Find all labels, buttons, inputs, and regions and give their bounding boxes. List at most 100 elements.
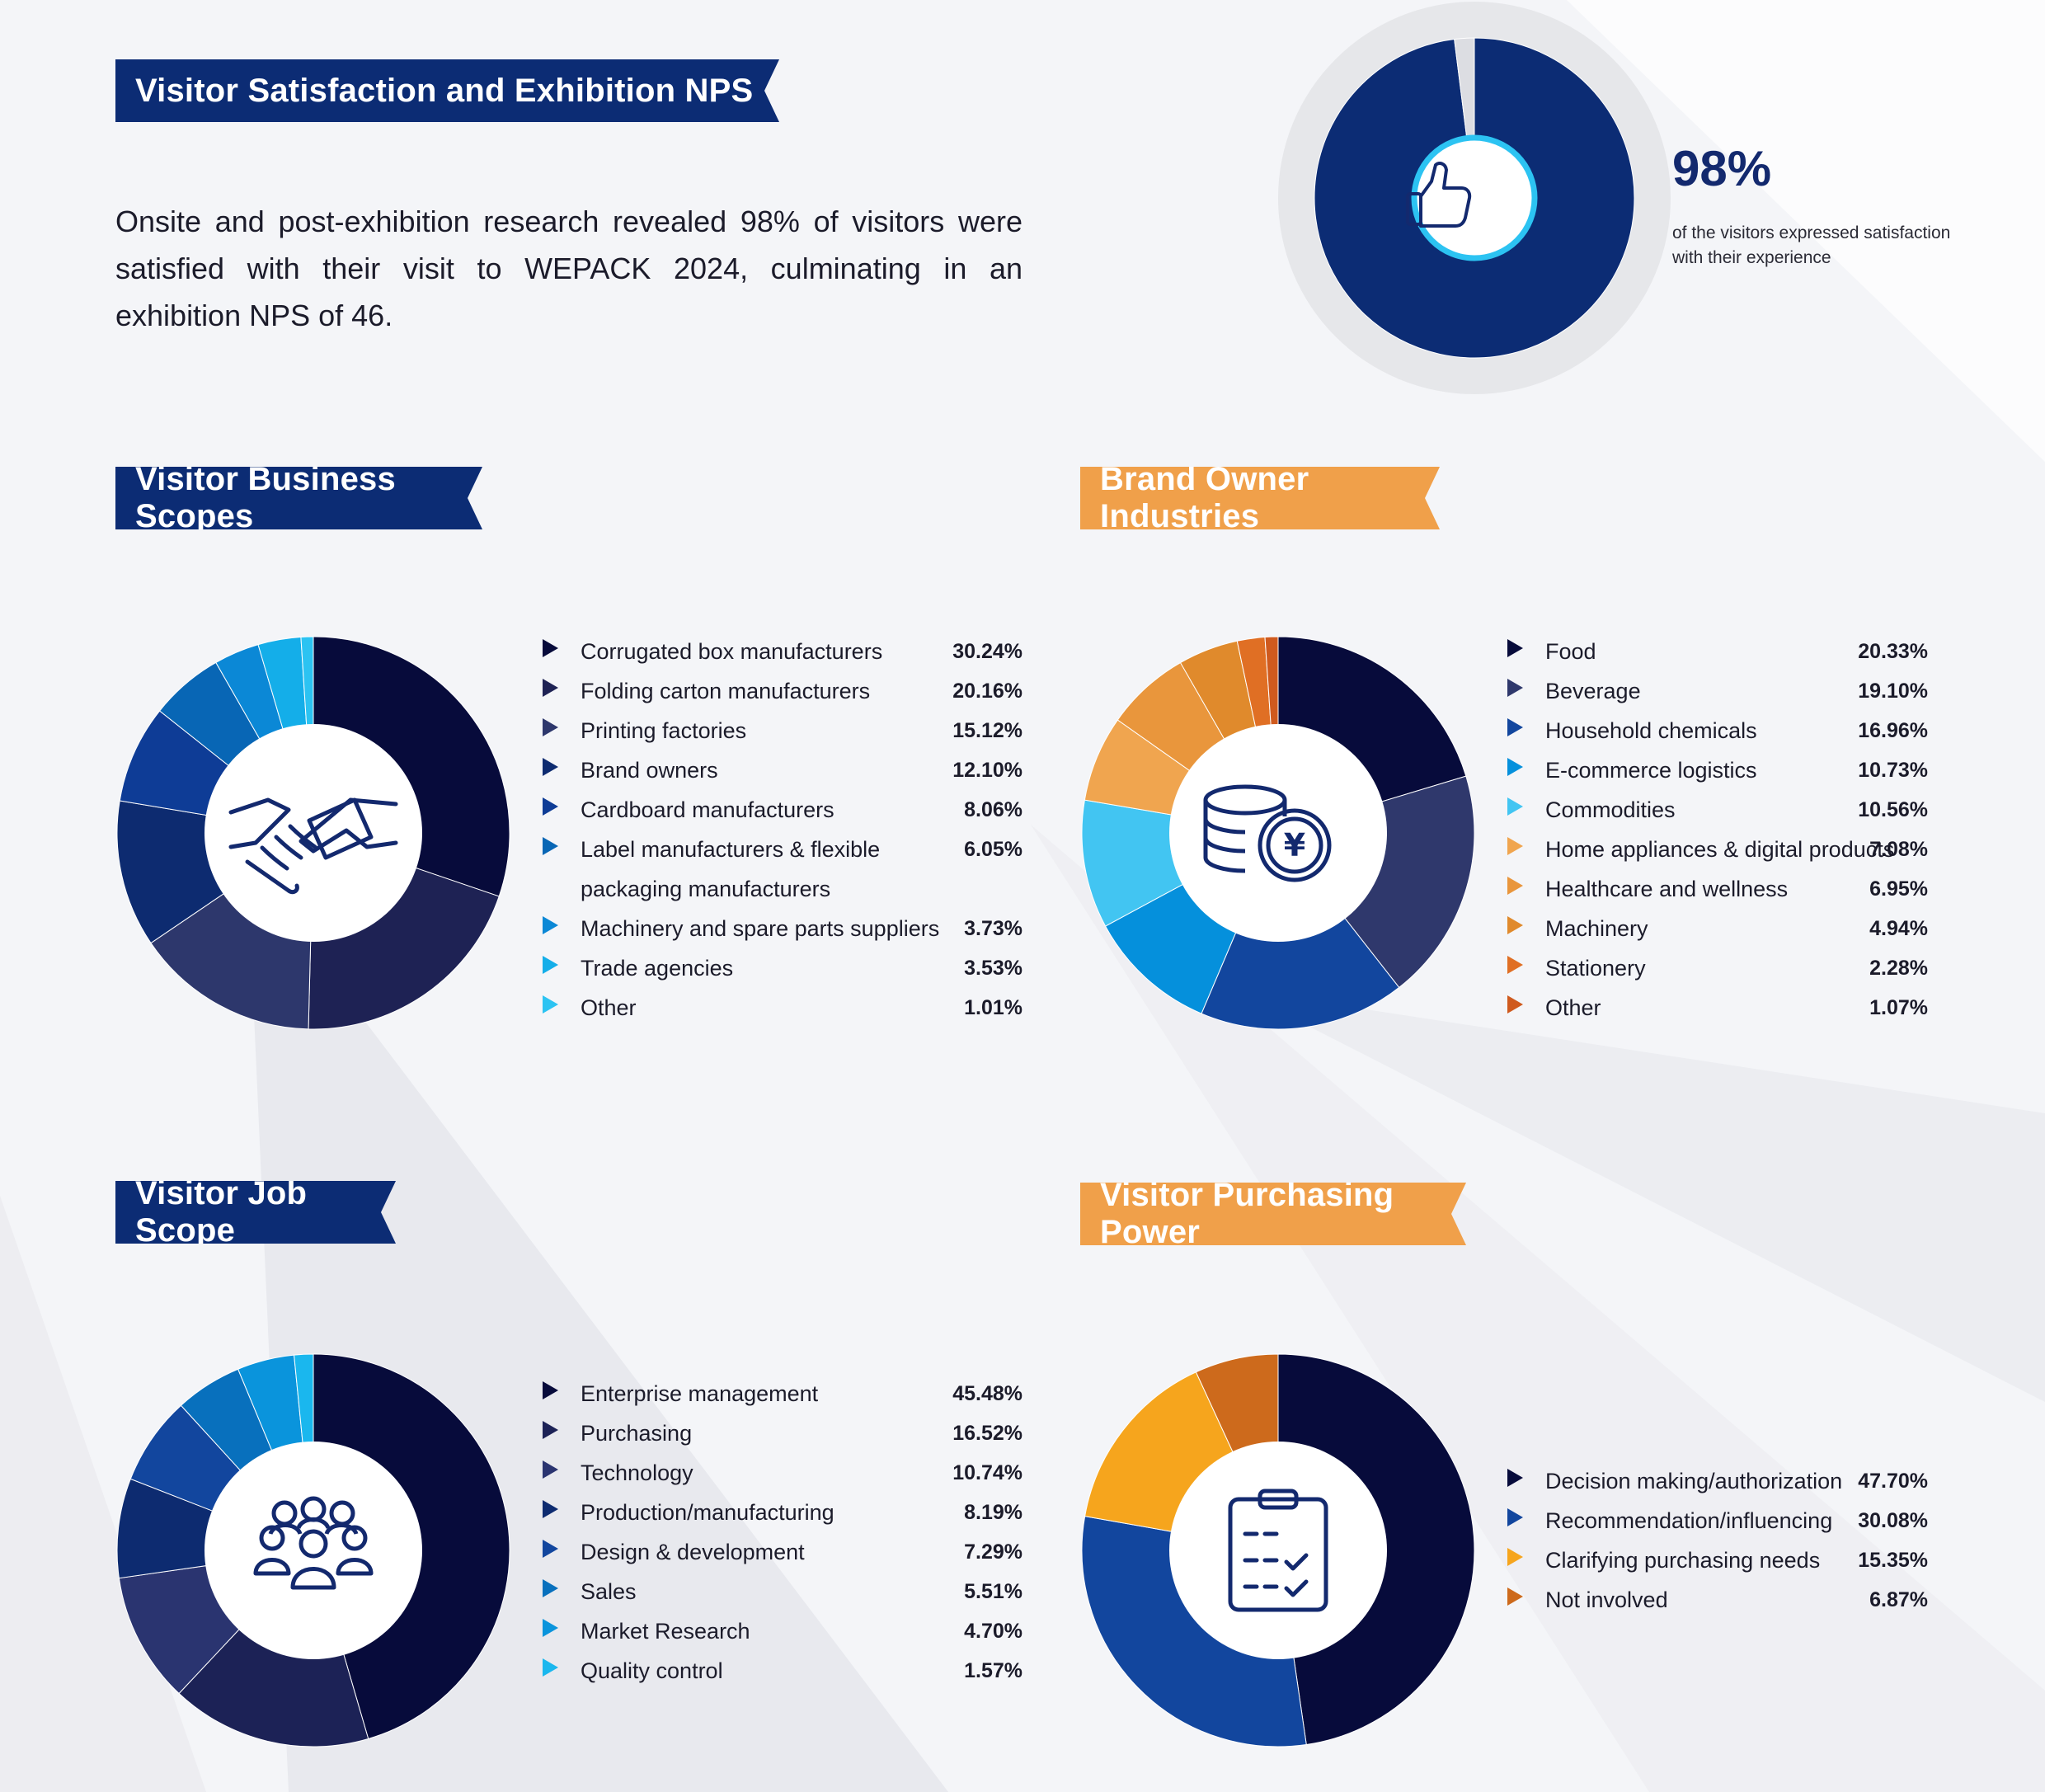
business-scopes-legend-item: Cardboard manufacturers 8.06% bbox=[543, 790, 1022, 830]
job-scope-legend-value: 16.52% bbox=[952, 1422, 1022, 1445]
brand-industries-title: Brand Owner Industries bbox=[1100, 461, 1309, 534]
brand-industries-legend-item: Stationery 2.28% bbox=[1507, 948, 1928, 988]
nps-percent: 98% bbox=[1672, 141, 1772, 196]
job-scope-legend-item: Sales 5.51% bbox=[543, 1572, 1022, 1611]
business-scopes-legend-value: 6.05% bbox=[964, 838, 1022, 861]
purchasing-power-title: Visitor Purchasing Power bbox=[1100, 1177, 1394, 1250]
job-scope-legend-item: Enterprise management 45.48% bbox=[543, 1374, 1022, 1413]
job-scope-legend-marker bbox=[543, 1579, 558, 1597]
business-scopes-legend-label: Label manufacturers & flexible packaging… bbox=[581, 837, 881, 901]
yuan-symbol: ¥ bbox=[1284, 827, 1305, 863]
purchasing-power-legend-item: Recommendation/influencing 30.08% bbox=[1507, 1501, 1928, 1540]
brand-industries-title-banner: Brand Owner Industries bbox=[1080, 467, 1440, 529]
brand-industries-legend-marker bbox=[1507, 877, 1523, 895]
job-scope-legend-marker bbox=[543, 1658, 558, 1677]
brand-industries-legend-marker bbox=[1507, 718, 1523, 736]
job-scope-legend-label: Technology bbox=[581, 1460, 693, 1485]
job-scope-legend: Enterprise management 45.48% Purchasing 16.… bbox=[543, 1374, 1022, 1691]
purchasing-power-legend-marker bbox=[1507, 1548, 1523, 1566]
purchasing-power-donut-hole bbox=[1169, 1442, 1387, 1659]
brand-industries-legend-marker bbox=[1507, 758, 1523, 776]
job-scope-legend-label: Quality control bbox=[581, 1658, 723, 1683]
people-group-icon bbox=[253, 1496, 374, 1590]
brand-industries-legend-value: 10.56% bbox=[1858, 798, 1928, 821]
business-scopes-legend-value: 30.24% bbox=[952, 640, 1022, 663]
business-scopes-legend-marker bbox=[543, 679, 558, 697]
business-scopes-legend-item: Brand owners 12.10% bbox=[543, 750, 1022, 790]
brand-industries-legend-value: 2.28% bbox=[1869, 957, 1928, 980]
nps-donut-chart bbox=[1278, 2, 1671, 394]
purchasing-power-legend-label: Clarifying purchasing needs bbox=[1545, 1548, 1821, 1573]
job-scope-legend-label: Enterprise management bbox=[581, 1381, 819, 1406]
business-scopes-legend: Corrugated box manufacturers 30.24% Foldin… bbox=[543, 632, 1022, 1028]
brand-industries-legend-label: Other bbox=[1545, 995, 1601, 1020]
job-scope-legend-value: 1.57% bbox=[964, 1659, 1022, 1682]
business-scopes-legend-item: Other 1.01% bbox=[543, 988, 1022, 1028]
job-scope-legend-value: 5.51% bbox=[964, 1580, 1022, 1603]
job-scope-legend-value: 4.70% bbox=[964, 1620, 1022, 1643]
brand-industries-legend-marker bbox=[1507, 797, 1523, 816]
job-scope-title-banner: Visitor Job Scope bbox=[115, 1181, 396, 1244]
business-scopes-legend-marker bbox=[543, 797, 558, 816]
nps-donut-hole bbox=[1411, 134, 1538, 261]
brand-industries-legend-item: E-commerce logistics 10.73% bbox=[1507, 750, 1928, 790]
purchasing-power-legend-item: Clarifying purchasing needs 15.35% bbox=[1507, 1540, 1928, 1580]
brand-industries-legend-marker bbox=[1507, 837, 1523, 855]
purchasing-power-legend: Decision making/authorization 47.70% Recom… bbox=[1507, 1461, 1928, 1620]
business-scopes-legend-label: Other bbox=[581, 995, 637, 1020]
thumbs-up-icon bbox=[1406, 162, 1472, 228]
brand-industries-legend-label: E-commerce logistics bbox=[1545, 758, 1757, 783]
purchasing-power-legend-marker bbox=[1507, 1587, 1523, 1606]
purchasing-power-legend-label: Not involved bbox=[1545, 1587, 1668, 1612]
brand-industries-legend-marker bbox=[1507, 679, 1523, 697]
job-scope-legend-label: Production/manufacturing bbox=[581, 1500, 834, 1525]
job-scope-legend-marker bbox=[543, 1421, 558, 1439]
job-scope-donut-hole bbox=[204, 1442, 422, 1659]
handshake-icon bbox=[228, 797, 398, 895]
nps-intro-text: Onsite and post-exhibition research reve… bbox=[115, 205, 1022, 332]
job-scope-legend-value: 7.29% bbox=[964, 1540, 1022, 1564]
business-scopes-legend-marker bbox=[543, 916, 558, 934]
job-scope-legend-marker bbox=[543, 1619, 558, 1637]
job-scope-legend-item: Design & development 7.29% bbox=[543, 1532, 1022, 1572]
brand-industries-legend-marker bbox=[1507, 916, 1523, 934]
job-scope-legend-marker bbox=[543, 1540, 558, 1558]
business-scopes-legend-value: 1.01% bbox=[964, 996, 1022, 1019]
business-scopes-legend-marker bbox=[543, 718, 558, 736]
job-scope-legend-value: 45.48% bbox=[952, 1382, 1022, 1405]
business-scopes-legend-value: 20.16% bbox=[952, 680, 1022, 703]
brand-industries-legend-label: Home appliances & digital products bbox=[1545, 837, 1895, 862]
brand-industries-legend-item: Home appliances & digital products 7.08% bbox=[1507, 830, 1928, 869]
purchasing-power-legend-value: 47.70% bbox=[1858, 1470, 1928, 1493]
job-scope-legend-marker bbox=[543, 1500, 558, 1518]
purchasing-power-legend-value: 15.35% bbox=[1858, 1549, 1928, 1572]
job-scope-legend-value: 8.19% bbox=[964, 1501, 1022, 1524]
yuan-coins-icon bbox=[1203, 784, 1332, 882]
business-scopes-legend-value: 12.10% bbox=[952, 759, 1022, 782]
purchasing-power-legend-label: Recommendation/influencing bbox=[1545, 1508, 1833, 1533]
brand-industries-legend-label: Healthcare and wellness bbox=[1545, 877, 1789, 901]
brand-industries-legend-label: Stationery bbox=[1545, 956, 1646, 981]
brand-industries-legend-label: Beverage bbox=[1545, 679, 1641, 703]
business-scopes-legend-item: Machinery and spare parts suppliers 3.73% bbox=[543, 909, 1022, 948]
brand-industries-donut-hole bbox=[1169, 724, 1387, 942]
brand-industries-legend-value: 16.96% bbox=[1858, 719, 1928, 742]
brand-industries-legend-item: Commodities 10.56% bbox=[1507, 790, 1928, 830]
job-scope-legend-label: Design & development bbox=[581, 1540, 805, 1564]
business-scopes-legend-item: Trade agencies 3.53% bbox=[543, 948, 1022, 988]
business-scopes-legend-marker bbox=[543, 956, 558, 974]
business-scopes-legend-label: Folding carton manufacturers bbox=[581, 679, 871, 703]
brand-industries-legend-value: 6.95% bbox=[1869, 877, 1928, 901]
purchasing-power-legend-item: Decision making/authorization 47.70% bbox=[1507, 1461, 1928, 1501]
brand-industries-legend-value: 1.07% bbox=[1869, 996, 1928, 1019]
brand-industries-legend-item: Other 1.07% bbox=[1507, 988, 1928, 1028]
nps-caption: of the visitors expressed satisfaction w… bbox=[1672, 223, 1951, 267]
job-scope-legend-item: Technology 10.74% bbox=[543, 1453, 1022, 1493]
business-scopes-donut-chart bbox=[116, 636, 510, 1030]
brand-industries-donut-chart: ¥ bbox=[1081, 636, 1475, 1030]
job-scope-donut-chart bbox=[116, 1353, 510, 1747]
business-scopes-legend-value: 3.73% bbox=[964, 917, 1022, 940]
brand-industries-legend-item: Household chemicals 16.96% bbox=[1507, 711, 1928, 750]
business-scopes-legend-marker bbox=[543, 995, 558, 1014]
purchasing-power-title-banner: Visitor Purchasing Power bbox=[1080, 1183, 1466, 1245]
